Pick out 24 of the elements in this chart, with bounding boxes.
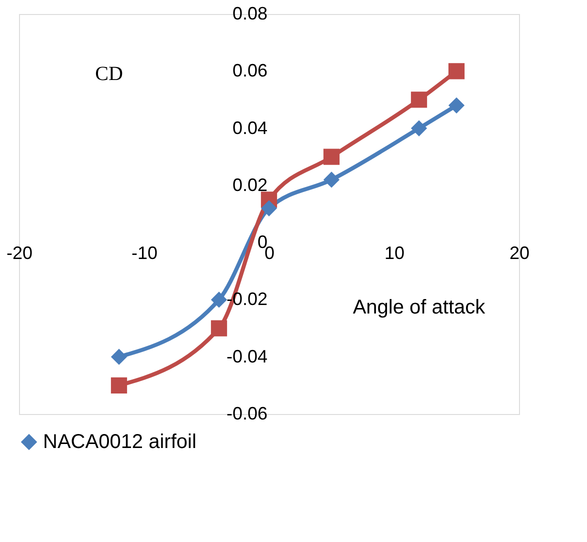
point	[448, 97, 465, 114]
point	[448, 63, 465, 80]
point	[110, 377, 128, 394]
point	[323, 148, 340, 165]
y-tick-label: 0.02	[232, 174, 268, 195]
y-tick-label: -0.04	[226, 346, 268, 366]
point	[210, 292, 228, 308]
x-tick-label: 10	[384, 243, 405, 264]
x-axis-title: Angle of attack	[352, 296, 486, 319]
y-tick-label: -0.06	[226, 404, 268, 424]
point	[410, 120, 428, 136]
x-tick-label: -20	[6, 243, 33, 264]
point	[210, 320, 228, 336]
point	[260, 200, 278, 216]
point	[110, 348, 128, 365]
x-tick-label: 20	[509, 243, 530, 264]
point	[410, 92, 428, 108]
y-tick-label: 0.04	[232, 118, 268, 138]
legend-label: NACA0012 airfoil	[43, 431, 196, 453]
y-axis-title: CD	[95, 63, 123, 85]
y-tick-label: 0.06	[232, 60, 268, 81]
y-tick-label: 0.08	[232, 4, 268, 24]
x-tick-label: -10	[131, 243, 158, 264]
point	[323, 172, 340, 188]
